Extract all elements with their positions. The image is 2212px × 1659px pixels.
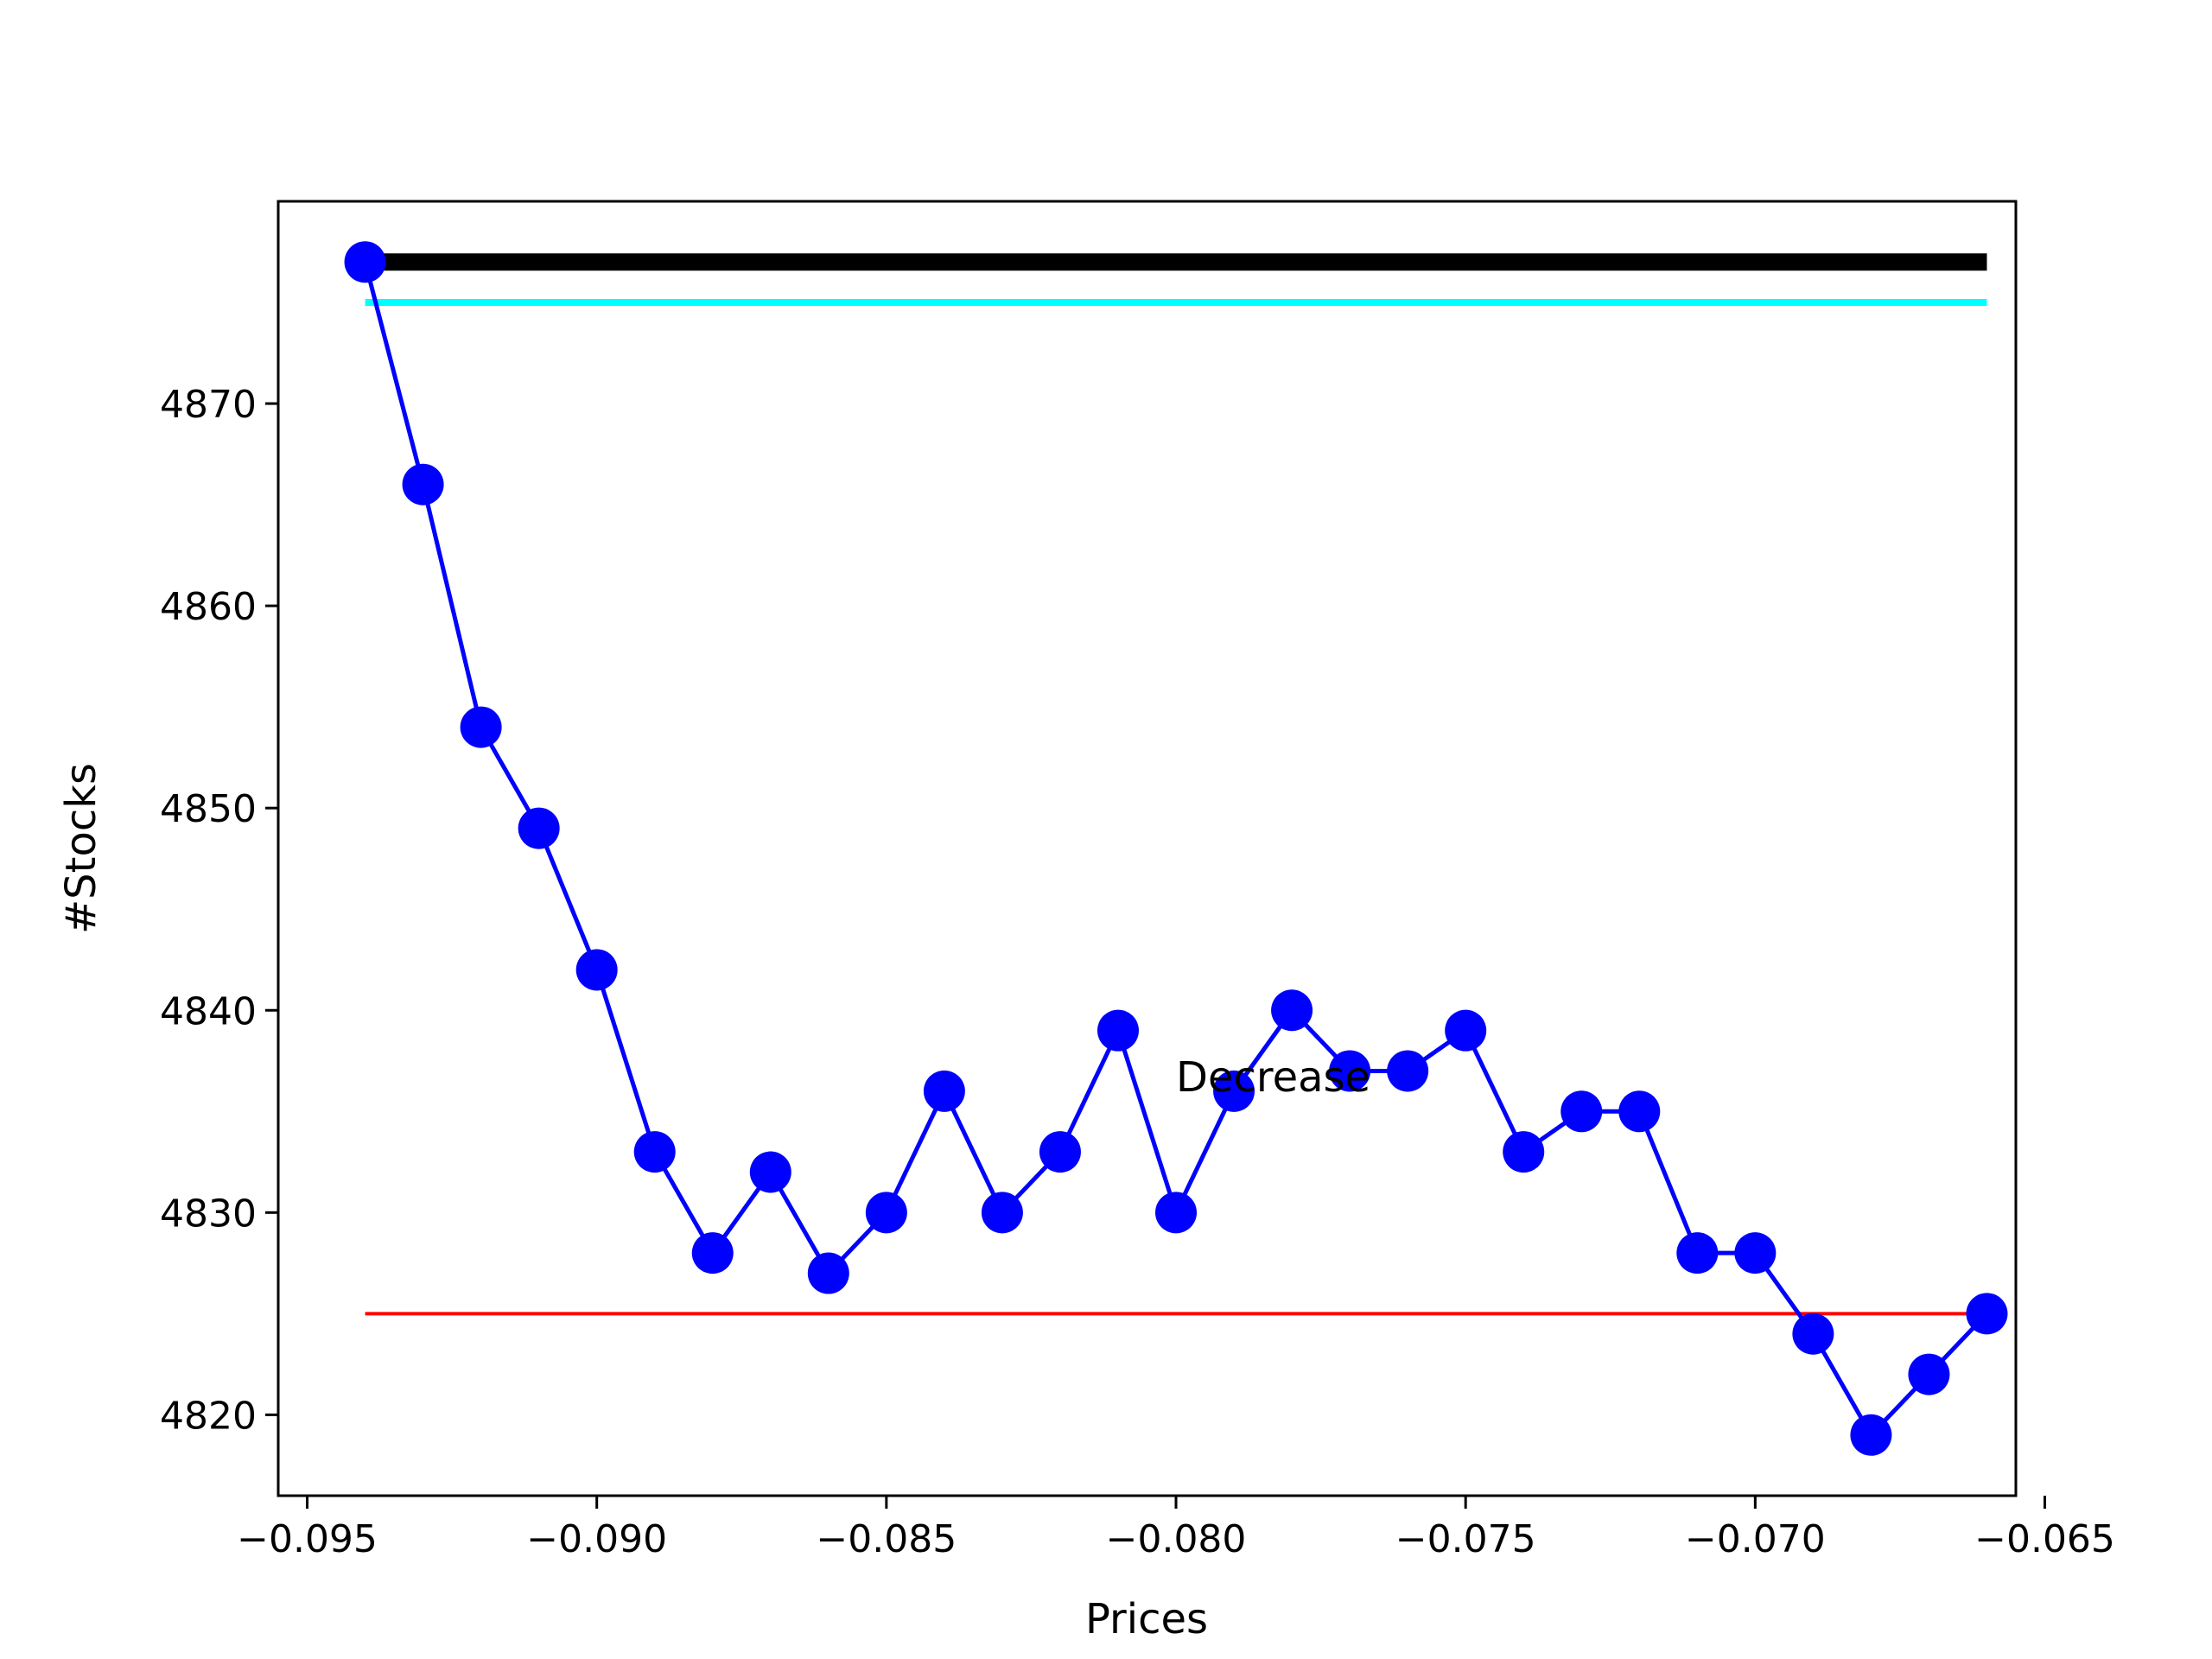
y-axis-label: #Stocks bbox=[57, 763, 105, 934]
data-point bbox=[1792, 1313, 1834, 1355]
annotations: Decrease bbox=[1176, 1053, 1370, 1102]
x-tick-label: −0.065 bbox=[1974, 1517, 2115, 1561]
data-point bbox=[344, 241, 386, 283]
data-point bbox=[1096, 1009, 1139, 1052]
data-point bbox=[865, 1192, 907, 1234]
x-tick-label: −0.070 bbox=[1685, 1517, 1826, 1561]
data-point bbox=[575, 949, 618, 991]
data-point bbox=[1560, 1090, 1603, 1133]
reference-lines bbox=[365, 253, 1987, 1316]
data-point bbox=[749, 1151, 791, 1193]
data-point bbox=[1271, 989, 1313, 1032]
y-tick-label: 4860 bbox=[160, 585, 257, 629]
data-point bbox=[518, 807, 560, 849]
data-point bbox=[1908, 1353, 1950, 1395]
annotation-text: Decrease bbox=[1176, 1053, 1370, 1102]
data-series bbox=[344, 241, 2008, 1456]
x-tick-label: −0.080 bbox=[1106, 1517, 1247, 1561]
data-point bbox=[460, 706, 502, 748]
plot-frame bbox=[276, 200, 2018, 1497]
data-point bbox=[1039, 1131, 1081, 1173]
x-tick-label: −0.075 bbox=[1395, 1517, 1536, 1561]
data-point bbox=[1503, 1131, 1545, 1173]
x-tick-label: −0.085 bbox=[816, 1517, 957, 1561]
x-axis-ticks: −0.095 −0.090 −0.085 −0.080 −0.075 −0.070 −0.0… bbox=[237, 1496, 2115, 1561]
data-point bbox=[691, 1232, 734, 1274]
data-point bbox=[402, 463, 444, 505]
data-point bbox=[633, 1131, 676, 1173]
y-tick-label: 4840 bbox=[160, 989, 257, 1033]
data-point bbox=[981, 1192, 1023, 1234]
data-point bbox=[1155, 1192, 1198, 1234]
x-axis-label: Prices bbox=[1085, 1595, 1208, 1643]
y-tick-label: 4870 bbox=[160, 383, 257, 427]
data-point bbox=[1445, 1009, 1487, 1052]
data-point bbox=[1850, 1414, 1892, 1456]
data-point bbox=[1618, 1090, 1661, 1133]
data-point bbox=[923, 1070, 965, 1112]
x-tick-label: −0.095 bbox=[237, 1517, 378, 1561]
data-point bbox=[1734, 1232, 1777, 1274]
y-tick-label: 4850 bbox=[160, 787, 257, 831]
data-point bbox=[1213, 1070, 1255, 1112]
y-tick-label: 4830 bbox=[160, 1192, 257, 1236]
data-point bbox=[807, 1252, 849, 1294]
data-point bbox=[1329, 1050, 1371, 1092]
y-tick-label: 4820 bbox=[160, 1394, 257, 1438]
data-point bbox=[1676, 1232, 1719, 1274]
data-point bbox=[1387, 1050, 1429, 1092]
y-axis-ticks: 4820 4830 4840 4850 4860 4870 bbox=[160, 383, 278, 1438]
x-tick-label: −0.090 bbox=[526, 1517, 667, 1561]
data-point bbox=[1966, 1293, 2008, 1335]
